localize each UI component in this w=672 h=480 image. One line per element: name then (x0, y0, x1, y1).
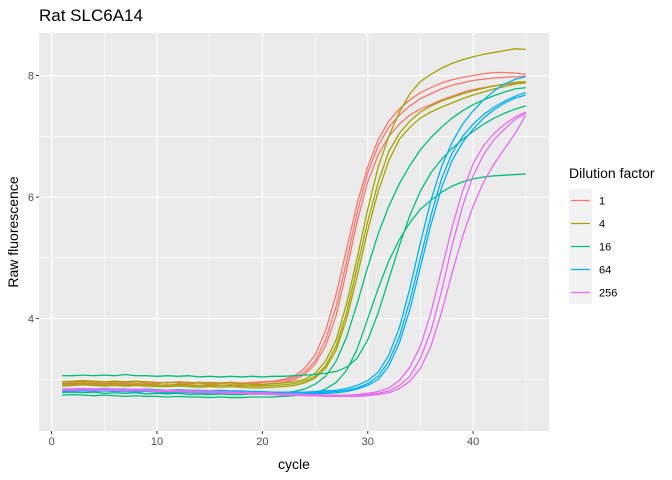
series-line-4 (62, 80, 526, 387)
x-axis: 0 10 20 30 40 (49, 431, 479, 448)
legend-label-64: 64 (599, 265, 611, 277)
x-tick-label: 20 (256, 436, 268, 448)
x-tick-label: 40 (467, 436, 479, 448)
legend: Dilution factor 1 4 16 64 256 (569, 165, 655, 304)
legend-label-16: 16 (599, 242, 611, 254)
legend-label-256: 256 (599, 288, 617, 300)
x-tick-label: 10 (151, 436, 163, 448)
y-tick-label: 4 (28, 314, 34, 326)
series-line-256 (62, 114, 527, 398)
series-line-4 (62, 82, 526, 389)
x-tick-label: 0 (49, 436, 55, 448)
grid-major (39, 33, 549, 431)
series-lines (62, 48, 527, 399)
legend-title: Dilution factor (569, 165, 655, 181)
y-tick-label: 8 (28, 71, 34, 83)
chart-title: Rat SLC6A14 (39, 6, 143, 25)
y-tick-label: 6 (28, 192, 34, 204)
series-line-4 (62, 48, 526, 385)
x-tick-label: 30 (362, 436, 374, 448)
legend-label-4: 4 (599, 219, 605, 231)
y-axis: 4 6 8 (28, 71, 39, 326)
y-axis-title: Raw fluorescence (5, 176, 21, 287)
x-axis-title: cycle (278, 456, 310, 472)
plot-panel (39, 33, 549, 431)
legend-label-1: 1 (599, 196, 605, 208)
